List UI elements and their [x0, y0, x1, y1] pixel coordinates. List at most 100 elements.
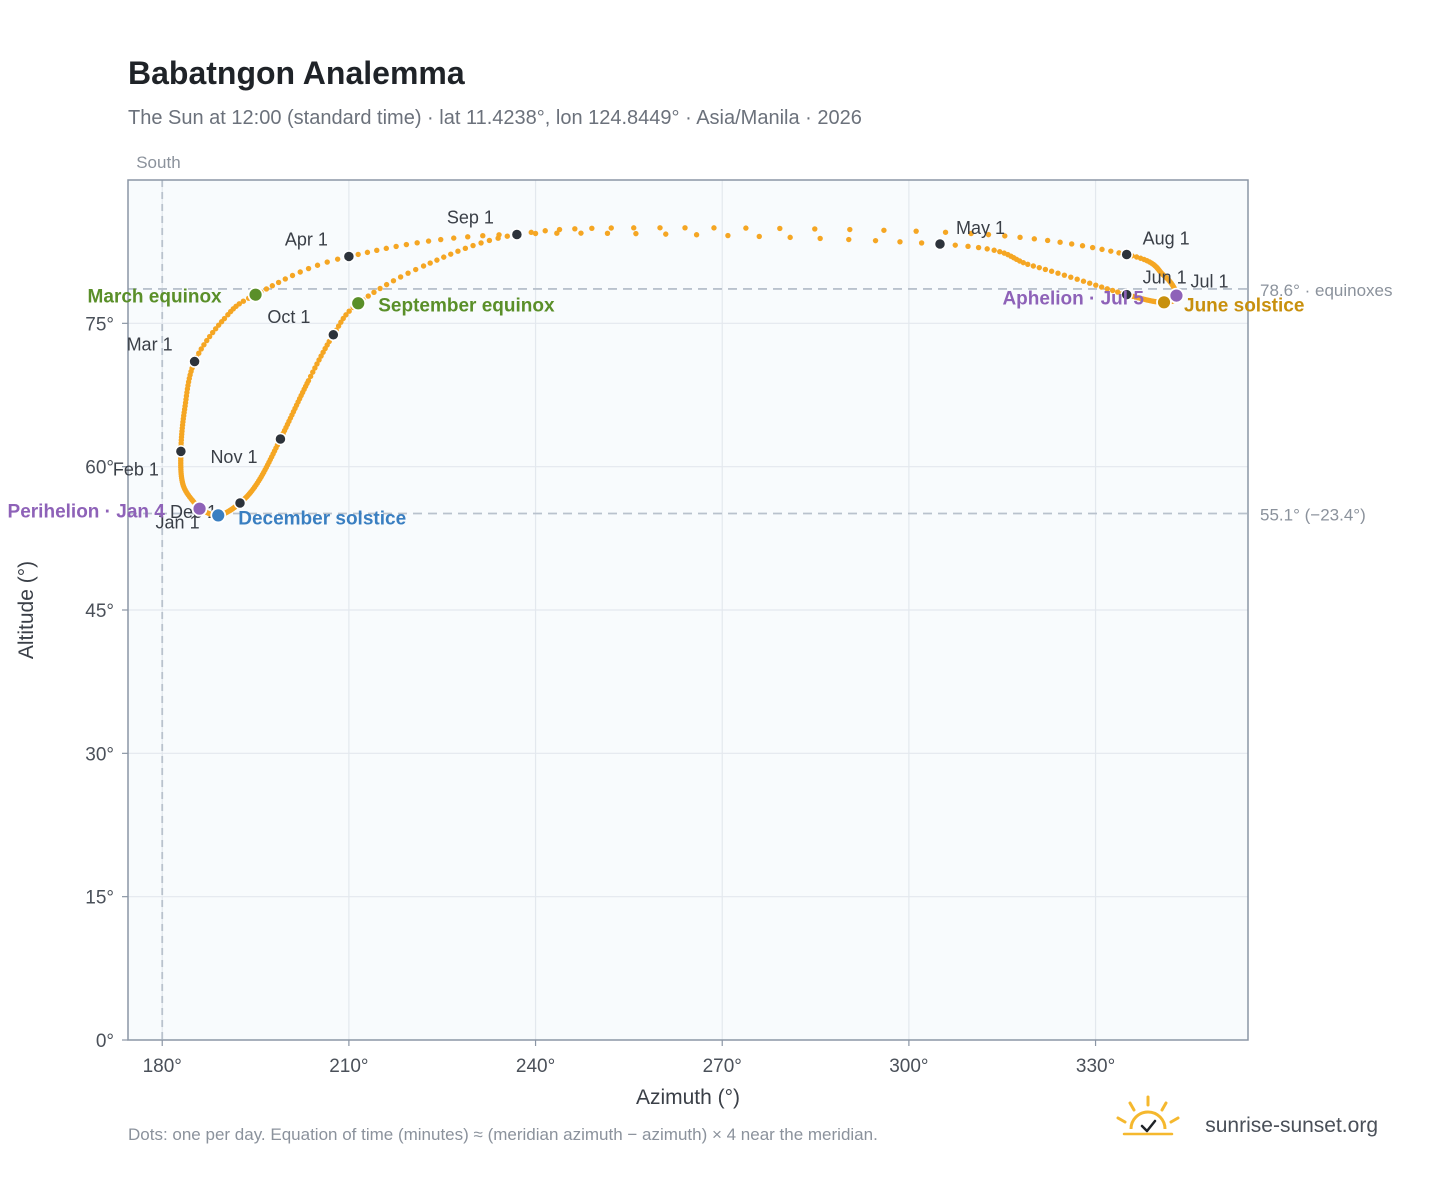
grid-lines — [128, 180, 1248, 1040]
x-tick-label: 330° — [1076, 1056, 1115, 1077]
analemma-day-dot — [991, 247, 997, 253]
analemma-day-dot — [918, 240, 925, 246]
month-marker-aug-1 — [1120, 248, 1133, 261]
analemma-day-dot — [451, 235, 457, 241]
analemma-day-dot — [1080, 278, 1087, 284]
analemma-day-dot — [847, 226, 853, 233]
analemma-day-dot — [693, 232, 700, 238]
analemma-day-dot — [1109, 287, 1116, 294]
analemma-day-dot — [480, 233, 486, 239]
analemma-day-dot — [462, 245, 469, 252]
analemma-day-dot — [324, 259, 330, 265]
analemma-day-dot — [1036, 264, 1042, 271]
month-marker-jun-1 — [1120, 288, 1133, 301]
equinox-marker — [350, 295, 367, 312]
analemma-day-dot — [383, 245, 389, 252]
month-marker-feb-1 — [174, 445, 188, 458]
analemma-day-dot — [1108, 248, 1114, 254]
analemma-day-dot — [414, 240, 420, 246]
analemma-day-dot — [965, 243, 971, 250]
analemma-day-dot — [528, 229, 534, 236]
analemma-day-dot — [240, 298, 247, 304]
analemma-day-dot — [812, 226, 818, 232]
x-tick-label: 180° — [143, 1056, 182, 1077]
analemma-day-dot — [572, 226, 578, 232]
analemma-day-dot — [984, 246, 990, 252]
analemma-day-dot — [1020, 259, 1026, 266]
analemma-day-dot — [1114, 289, 1121, 295]
month-label: Jul 1 — [1190, 272, 1228, 292]
analemma-day-dot — [275, 279, 282, 286]
analemma-day-dot — [365, 293, 371, 299]
month-marker-oct-1 — [327, 328, 340, 342]
month-marker-dec-1 — [233, 496, 247, 510]
y-tick-label: 0° — [96, 1031, 114, 1052]
x-tick-label: 240° — [516, 1056, 555, 1077]
y-tick-label: 30° — [85, 744, 114, 765]
month-marker-apr-1 — [342, 250, 356, 263]
month-label: Jan 1 — [156, 513, 200, 533]
analemma-day-dot — [455, 248, 461, 254]
month-label: Aug 1 — [1143, 229, 1190, 249]
analemma-day-dot — [1030, 263, 1037, 269]
apsis-label: Perihelion · Jan 4 — [8, 502, 166, 523]
analemma-day-dot — [817, 235, 823, 242]
analemma-day-dot — [334, 256, 341, 262]
analemma-day-dot — [305, 265, 312, 272]
analemma-day-dot — [269, 283, 276, 289]
analemma-day-dot — [364, 249, 371, 256]
month-label: Jun 1 — [1143, 268, 1187, 288]
analemma-day-dot — [478, 240, 484, 246]
analemma-day-dot — [312, 365, 318, 371]
analemma-day-dot — [1098, 284, 1105, 290]
analemma-day-dot — [209, 329, 216, 336]
analemma-day-dot — [897, 239, 903, 245]
analemma-day-dot — [204, 337, 210, 344]
analemma-day-dot — [604, 230, 611, 236]
analemma-day-dot — [777, 225, 783, 232]
analemma-day-dot — [212, 326, 219, 332]
y-axis-label: Altitude (°) — [15, 561, 38, 659]
analemma-day-dot — [1061, 272, 1068, 278]
analemma-day-dot — [1099, 246, 1105, 253]
analemma-day-dot — [263, 286, 270, 292]
analemma-day-dot — [556, 226, 563, 233]
reference-line-label: 78.6° · equinoxes — [1260, 281, 1393, 300]
analemma-day-dot — [1074, 276, 1080, 282]
analemma-day-dot — [1116, 250, 1122, 256]
analemma-day-dot — [495, 235, 501, 241]
analemma-day-dot — [787, 234, 793, 241]
y-tick-label: 60° — [85, 458, 114, 479]
analemma-day-dot — [846, 236, 852, 243]
month-label: Nov 1 — [210, 447, 257, 467]
meridian-label: South — [136, 153, 180, 172]
analemma-day-dot — [307, 373, 314, 380]
analemma-day-dot — [374, 247, 380, 254]
analemma-day-dot — [872, 237, 879, 244]
analemma-day-dot — [1068, 274, 1074, 280]
analemma-day-dot — [403, 241, 410, 248]
analemma-day-dot — [383, 281, 390, 288]
analemma-day-dot — [1057, 239, 1063, 245]
analemma-day-dot — [196, 350, 202, 356]
analemma-day-dot — [297, 269, 303, 275]
analemma-day-dot — [1025, 261, 1031, 268]
equinox-label: September equinox — [378, 295, 555, 316]
analemma-day-dot — [236, 301, 242, 307]
month-label: Mar 1 — [127, 335, 173, 355]
analemma-day-dot — [310, 369, 316, 375]
x-tick-label: 270° — [703, 1056, 742, 1077]
analemma-day-dot — [942, 229, 949, 235]
analemma-day-dot — [434, 257, 440, 263]
axis-ticks: 180° 210° 240° 270° 300° 330° 0° 15° 30° 45° 60° 75… — [85, 314, 1115, 1077]
analemma-day-dot — [743, 225, 749, 231]
month-label: Sep 1 — [447, 207, 494, 227]
analemma-day-dot — [486, 237, 493, 244]
analemma-day-dot — [542, 228, 548, 234]
analemma-day-dot — [1093, 282, 1099, 288]
analemma-day-dot — [1044, 237, 1051, 244]
month-marker-sep-1 — [510, 228, 524, 241]
x-tick-label: 300° — [889, 1056, 928, 1077]
analemma-day-dot — [711, 225, 717, 231]
analemma-day-dot — [1017, 234, 1023, 241]
